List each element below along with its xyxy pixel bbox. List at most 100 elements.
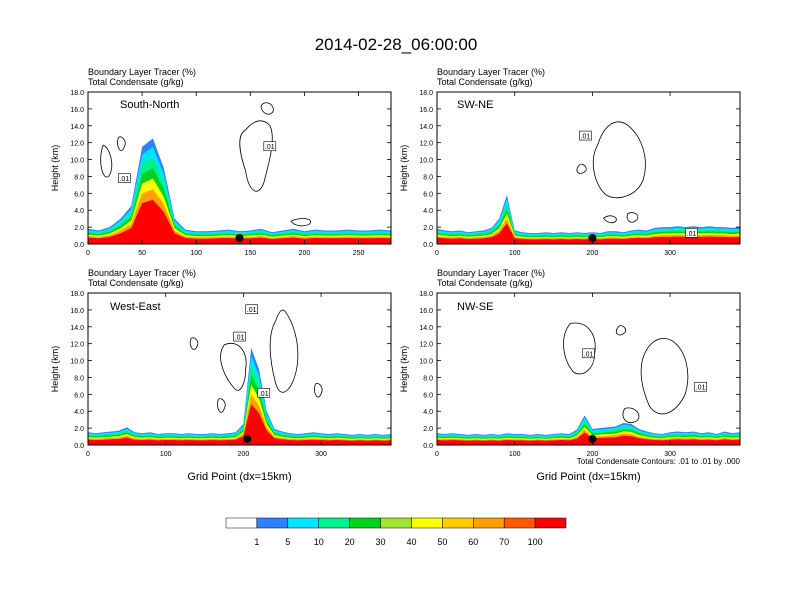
contour-label: .01 [247,307,257,314]
station-marker [588,234,597,242]
contour-label-box [257,388,271,398]
x-tick-label: 0 [435,250,439,257]
contour-label: .01 [584,351,594,358]
condensate-contour [100,144,113,178]
colorbar-swatch [256,517,289,529]
y-tick-label: 0.0 [74,443,84,450]
y-tick-label: 2.0 [74,426,84,433]
y-tick-label: 18.0 [70,291,84,298]
x-tick-label: 0 [86,451,90,458]
y-tick-label: 0.0 [423,443,433,450]
condensate-contour [592,121,646,199]
colorbar-swatch [473,517,505,529]
condensate-contour [615,325,627,336]
chart-panel: Boundary Layer Tracer (%)Total Condensat… [50,268,392,483]
contour-label-box [694,381,707,392]
colorbar-swatch [225,517,258,529]
y-tick-label: 8.0 [74,174,84,181]
y-tick-label: 8.0 [423,174,433,181]
colorbar: 1 5 10 20 30 40 50 60 70 100 [225,517,567,547]
colorbar-swatch [380,517,412,529]
colorbar-label: 50 [437,537,447,547]
panel-label: West-East [110,301,161,313]
station-marker [235,234,244,242]
x-tick-label: 300 [664,451,676,458]
y-tick-label: 12.0 [419,141,433,148]
y-axis-label: Height (km) [399,145,409,192]
x-tick-label: 100 [190,250,202,257]
contour-label: .01 [119,176,129,183]
y-tick-label: 12.0 [419,342,433,349]
colorbar-label: 100 [528,537,543,547]
x-tick-label: 100 [160,451,172,458]
x-tick-label: 0 [435,451,439,458]
contour-label-box [245,304,258,315]
panels: Boundary Layer Tracer (%) Total Condensat… [50,67,741,483]
y-tick-label: 2.0 [423,426,433,433]
y-tick-label: 4.0 [74,409,84,416]
plot-frame [87,91,392,245]
colorbar-label: 1 [254,537,259,547]
colorbar-label: 20 [345,537,355,547]
chart-panel: Boundary Layer Tracer (%)Total Condensat… [50,67,392,257]
station-marker [243,435,252,443]
y-tick-label: 2.0 [74,225,84,232]
x-tick-label: 150 [244,250,256,257]
colorbar-label: 10 [314,537,324,547]
y-tick-label: 12.0 [70,342,84,349]
y-tick-label: 4.0 [74,208,84,215]
x-axis-label: Grid Point (dx=15km) [187,471,291,483]
y-tick-label: 18.0 [419,291,433,298]
y-tick-label: 12.0 [70,141,84,148]
y-tick-label: 4.0 [423,208,433,215]
colorbar-label: 40 [406,537,416,547]
colorbar-swatch [349,517,381,529]
y-axis-label: Height (km) [399,346,409,393]
figure-title: 2014-02-28_06:00:00 [315,35,478,54]
y-tick-label: 14.0 [70,325,84,332]
panel-label: South-North [120,99,179,111]
x-tick-label: 200 [238,451,250,458]
panel-subtitle: Total Condensate (g/kg) [88,278,184,288]
contour-label-box [579,130,592,141]
x-tick-label: 50 [138,250,146,257]
condensate-contour [217,398,226,413]
y-tick-label: 10.0 [70,158,84,165]
y-tick-label: 0.0 [74,242,84,249]
plot-area [437,92,740,244]
colorbar-swatch [411,517,443,529]
condensate-contour [563,322,596,375]
contour-label-box [118,173,131,183]
panel-title: Boundary Layer Tracer (%) [88,67,196,77]
y-tick-label: 10.0 [419,158,433,165]
plot-area [88,293,391,445]
plot-frame [436,91,741,245]
colorbar-swatch [442,517,474,529]
tracer-band [437,223,740,244]
panel-label: NW-SE [457,301,493,313]
condensate-contour [117,136,126,151]
condensate-contour [260,102,274,115]
condensate-contour [269,309,299,393]
condensate-contour [603,215,617,224]
panel-label: SW-NE [457,99,493,111]
condensate-contour [576,163,587,174]
contour-label: .01 [687,231,697,238]
condensate-contour [626,212,639,223]
colorbar-swatch [318,517,350,529]
x-tick-label: 200 [587,451,599,458]
contour-label-box [263,141,277,152]
y-tick-label: 16.0 [70,107,84,114]
condensate-contour [314,383,323,398]
y-tick-label: 6.0 [74,392,84,399]
panel-subtitle: Total Condensate (g/kg) [437,77,533,87]
contour-label-box [233,331,246,342]
x-axis-label: Grid Point (dx=15km) [536,471,640,483]
y-tick-label: 16.0 [70,308,84,315]
colorbar-swatch [503,517,536,529]
y-tick-label: 8.0 [423,375,433,382]
x-tick-label: 300 [315,451,327,458]
chart-panel: Boundary Layer Tracer (%)Total Condensat… [399,268,741,483]
condensate-contour [622,407,640,424]
